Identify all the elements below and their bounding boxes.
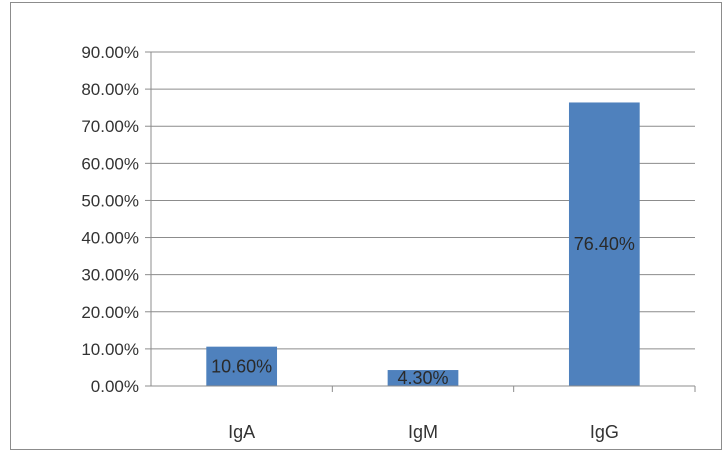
bar-igg [568, 102, 640, 387]
y-tick-label: 40.00% [81, 229, 139, 248]
y-tick-label: 90.00% [81, 43, 139, 62]
y-tick-label: 60.00% [81, 154, 139, 173]
chart-frame: 0.00% 10.00% 20.00% 30.00% 40.00% 50.00% 60.00… [10, 2, 722, 450]
data-label-igg: 76.40% [574, 234, 635, 254]
data-labels: 10.60% 4.30% 76.40% [211, 234, 635, 388]
bar-igm [387, 370, 459, 386]
y-tick-label: 10.00% [81, 340, 139, 359]
data-label-igm: 4.30% [397, 368, 448, 388]
bar-iga [206, 346, 278, 386]
y-tick-label: 50.00% [81, 191, 139, 210]
x-category-label: IgM [408, 422, 438, 442]
y-tick-label: 20.00% [81, 303, 139, 322]
x-category-label: IgG [590, 422, 619, 442]
y-axis-tick-labels: 0.00% 10.00% 20.00% 30.00% 40.00% 50.00% 60.00… [81, 43, 139, 396]
bar-chart: 0.00% 10.00% 20.00% 30.00% 40.00% 50.00% 60.00… [81, 43, 696, 442]
axes [150, 52, 696, 392]
x-axis-category-labels: IgA IgM IgG [228, 422, 619, 442]
y-tick-label: 30.00% [81, 266, 139, 285]
y-tick-label: 70.00% [81, 117, 139, 136]
y-tick-label: 0.00% [91, 377, 139, 396]
x-category-label: IgA [228, 422, 255, 442]
y-tick-label: 80.00% [81, 80, 139, 99]
data-label-iga: 10.60% [211, 356, 272, 376]
bars [206, 102, 640, 387]
